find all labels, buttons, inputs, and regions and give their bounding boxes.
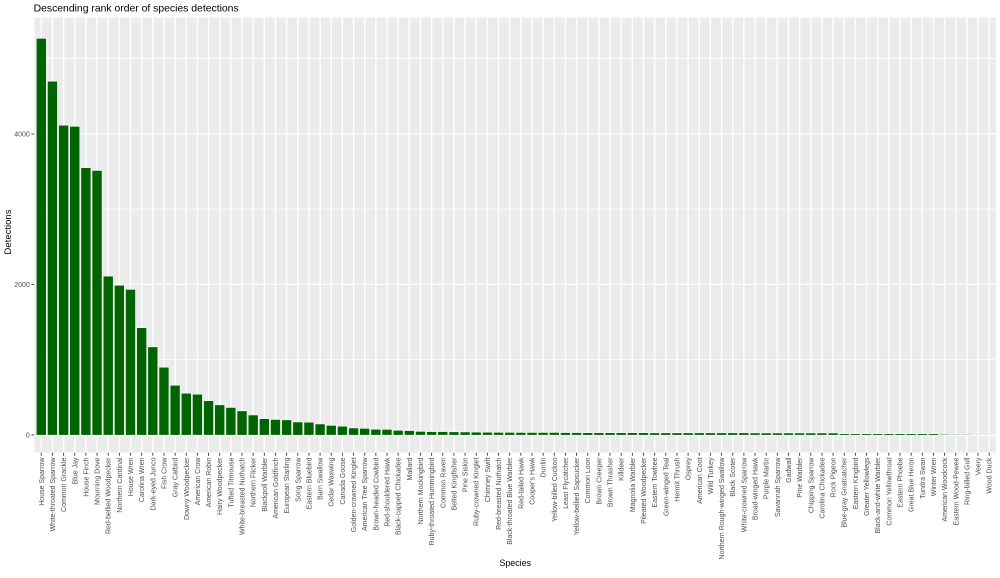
svg-text:Blackpoll Warbler: Blackpoll Warbler (262, 457, 269, 512)
svg-text:Blue-gray Gnatcatcher: Blue-gray Gnatcatcher (842, 457, 849, 528)
svg-text:Ruby-crowned Kinglet: Ruby-crowned Kinglet (474, 457, 481, 526)
svg-text:American Robin: American Robin (206, 457, 213, 507)
svg-text:Hermit Thrush: Hermit Thrush (674, 457, 681, 501)
svg-text:American Coot: American Coot (697, 457, 704, 503)
svg-text:Song Sparrow: Song Sparrow (295, 457, 302, 502)
svg-text:House Finch: House Finch (83, 457, 90, 496)
svg-text:Chipping Sparrow: Chipping Sparrow (808, 457, 815, 514)
svg-text:Carolina Wren: Carolina Wren (139, 457, 146, 502)
svg-text:American Woodcock: American Woodcock (942, 457, 949, 522)
svg-text:Mallard: Mallard (407, 457, 414, 480)
svg-text:0: 0 (26, 432, 30, 439)
svg-text:Green-winged Teal: Green-winged Teal (663, 457, 670, 516)
svg-text:American Crow: American Crow (195, 457, 202, 506)
svg-text:Species: Species (499, 558, 531, 568)
svg-text:Ring-billed Gull: Ring-billed Gull (964, 457, 971, 505)
svg-text:Pileated Woodpecker: Pileated Woodpecker (641, 457, 648, 524)
svg-text:Fish Crow: Fish Crow (161, 457, 168, 489)
svg-text:Northern Cardinal: Northern Cardinal (117, 457, 124, 513)
svg-text:Canada Goose: Canada Goose (340, 457, 347, 504)
svg-text:Least Flycatcher: Least Flycatcher (563, 457, 570, 509)
svg-text:Dunlin: Dunlin (541, 457, 548, 477)
svg-text:Dark-eyed Junco: Dark-eyed Junco (150, 457, 157, 510)
svg-text:Eastern Kingbird: Eastern Kingbird (853, 457, 860, 509)
svg-text:Common Yellowthroat: Common Yellowthroat (886, 457, 893, 525)
svg-text:Belted Kingfisher: Belted Kingfisher (451, 457, 458, 511)
svg-text:Wood Duck: Wood Duck (987, 457, 994, 494)
svg-text:Cooper's Hawk: Cooper's Hawk (529, 457, 536, 505)
svg-text:Killdeer: Killdeer (619, 457, 626, 481)
svg-text:White-breasted Nuthatch: White-breasted Nuthatch (240, 457, 247, 535)
svg-text:Savannah Sparrow: Savannah Sparrow (775, 457, 782, 517)
svg-text:Brown-headed Cowbird: Brown-headed Cowbird (373, 457, 380, 530)
svg-text:White-crowned Sparrow: White-crowned Sparrow (741, 457, 748, 533)
svg-text:Golden-crowned Kinglet: Golden-crowned Kinglet (351, 457, 358, 532)
svg-text:Yellow-bellied Sapsucker: Yellow-bellied Sapsucker (574, 457, 581, 535)
svg-text:Northern Flicker: Northern Flicker (251, 457, 258, 507)
svg-text:Black-throated Blue Warbler: Black-throated Blue Warbler (507, 457, 514, 545)
svg-text:Hairy Woodpecker: Hairy Woodpecker (217, 457, 224, 515)
svg-text:Common Grackle: Common Grackle (61, 457, 68, 512)
svg-text:Gadwall: Gadwall (786, 457, 793, 483)
svg-text:House Sparrow: House Sparrow (39, 457, 46, 506)
svg-text:Osprey: Osprey (686, 457, 693, 480)
svg-text:Purple Martin: Purple Martin (764, 457, 771, 499)
svg-text:Tufted Titmouse: Tufted Titmouse (228, 457, 235, 507)
svg-text:Black-capped Chickadee: Black-capped Chickadee (396, 457, 403, 535)
svg-text:Eastern Towhee: Eastern Towhee (652, 457, 659, 507)
svg-text:Chimney Swift: Chimney Swift (485, 457, 492, 502)
svg-text:Wild Turkey: Wild Turkey (708, 457, 715, 494)
svg-text:European Starling: European Starling (284, 457, 291, 513)
svg-text:Northern Mockingbird: Northern Mockingbird (418, 457, 425, 524)
svg-text:2000: 2000 (14, 282, 30, 289)
svg-text:Barn Swallow: Barn Swallow (318, 457, 325, 500)
svg-text:Common Loon: Common Loon (585, 457, 592, 503)
svg-text:Veery: Veery (976, 457, 983, 475)
svg-text:Yellow-billed Cuckoo: Yellow-billed Cuckoo (552, 457, 559, 521)
svg-text:Brown Thrasher: Brown Thrasher (608, 457, 615, 507)
svg-text:White-throated Sparrow: White-throated Sparrow (50, 457, 57, 532)
svg-text:American Tree Sparrow: American Tree Sparrow (362, 457, 369, 531)
svg-text:Red-bellied Woodpecker: Red-bellied Woodpecker (106, 457, 113, 534)
svg-text:Mourning Dove: Mourning Dove (95, 457, 102, 505)
svg-text:Downy Woodpecker: Downy Woodpecker (184, 457, 191, 520)
svg-text:Ruby-throated Hummingbird: Ruby-throated Hummingbird (429, 457, 436, 545)
svg-text:Brown Creeper: Brown Creeper (596, 457, 603, 505)
svg-text:Gray Catbird: Gray Catbird (173, 457, 180, 497)
svg-text:Northern Rough-winged Swallow: Northern Rough-winged Swallow (719, 457, 726, 560)
svg-text:Eastern Phoebe: Eastern Phoebe (897, 457, 904, 507)
svg-text:Eastern Wood-Pewee: Eastern Wood-Pewee (953, 457, 960, 525)
svg-text:Descending rank order of speci: Descending rank order of species detecti… (34, 4, 239, 15)
svg-text:Pine Warbler: Pine Warbler (797, 457, 804, 498)
svg-text:Magnolia Warbler: Magnolia Warbler (630, 457, 637, 512)
svg-text:Detections: Detections (3, 209, 14, 254)
svg-text:Cedar Waxwing: Cedar Waxwing (329, 457, 336, 506)
svg-text:Common Raven: Common Raven (440, 457, 447, 508)
svg-text:Rock Pigeon: Rock Pigeon (831, 457, 838, 497)
svg-text:Red-tailed Hawk: Red-tailed Hawk (518, 457, 525, 509)
svg-text:Black-and-white Warbler: Black-and-white Warbler (875, 457, 882, 534)
svg-text:Greater Yellowlegs: Greater Yellowlegs (864, 457, 871, 516)
svg-text:Broad-winged Hawk: Broad-winged Hawk (753, 457, 760, 520)
svg-text:Red-breasted Nuthatch: Red-breasted Nuthatch (496, 457, 503, 529)
svg-text:Red-shouldered Hawk: Red-shouldered Hawk (385, 457, 392, 527)
svg-text:Tundra Swan: Tundra Swan (920, 457, 927, 498)
svg-text:Blue Jay: Blue Jay (72, 457, 79, 484)
svg-text:4000: 4000 (14, 131, 30, 138)
svg-text:Carolina Chickadee: Carolina Chickadee (819, 457, 826, 518)
svg-text:House Wren: House Wren (128, 457, 135, 496)
svg-text:American Goldfinch: American Goldfinch (273, 457, 280, 518)
svg-text:Pine Siskin: Pine Siskin (463, 457, 470, 492)
svg-text:Black Scoter: Black Scoter (730, 457, 737, 497)
svg-text:Eastern Bluebird: Eastern Bluebird (306, 457, 313, 509)
svg-text:Winter Wren: Winter Wren (931, 457, 938, 496)
svg-text:Great Blue Heron: Great Blue Heron (909, 457, 916, 512)
